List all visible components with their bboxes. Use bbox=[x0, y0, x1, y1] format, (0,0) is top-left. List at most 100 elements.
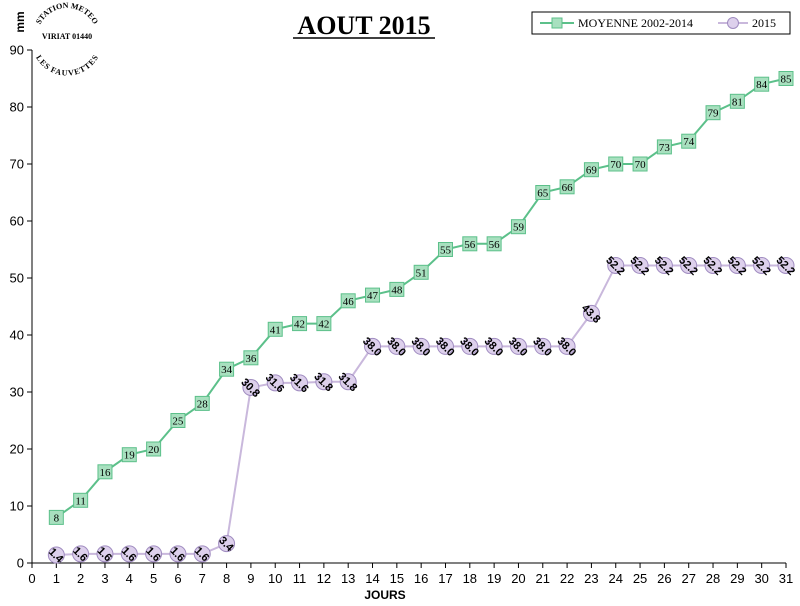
point-moyenne bbox=[729, 93, 745, 109]
data-label-moyenne: 34 bbox=[221, 364, 233, 376]
legend-label-2015: 2015 bbox=[752, 16, 776, 30]
data-label-2015: 1.6 bbox=[119, 545, 138, 564]
x-tick-label: 1 bbox=[53, 571, 60, 586]
y-tick-label: 10 bbox=[10, 499, 24, 514]
x-tick-label: 9 bbox=[247, 571, 254, 586]
data-label-moyenne: 46 bbox=[343, 296, 355, 308]
point-2015 bbox=[534, 337, 552, 355]
point-2015 bbox=[436, 337, 454, 355]
x-tick-label: 10 bbox=[268, 571, 282, 586]
legend-label-moyenne: MOYENNE 2002-2014 bbox=[578, 16, 693, 30]
data-label-moyenne: 41 bbox=[270, 324, 281, 336]
data-label-2015: 1.6 bbox=[143, 545, 162, 564]
x-tick-label: 12 bbox=[317, 571, 331, 586]
point-2015 bbox=[680, 256, 698, 274]
x-tick-label: 4 bbox=[126, 571, 133, 586]
data-label-moyenne: 42 bbox=[294, 319, 305, 331]
point-2015 bbox=[509, 337, 527, 355]
legend-marker-moyenne bbox=[551, 17, 563, 29]
y-tick-label: 70 bbox=[10, 157, 24, 172]
data-label-moyenne: 81 bbox=[732, 96, 743, 108]
point-moyenne bbox=[413, 264, 429, 280]
point-moyenne bbox=[146, 441, 162, 457]
data-label-moyenne: 73 bbox=[659, 142, 671, 154]
point-2015 bbox=[753, 256, 771, 274]
data-label-2015: 1.6 bbox=[70, 545, 89, 564]
x-tick-label: 8 bbox=[223, 571, 230, 586]
chart-title: AOUT 2015 bbox=[297, 11, 430, 40]
point-moyenne bbox=[486, 236, 502, 252]
point-2015 bbox=[655, 256, 673, 274]
point-2015 bbox=[193, 545, 211, 563]
x-tick-label: 0 bbox=[28, 571, 35, 586]
x-tick-label: 31 bbox=[779, 571, 793, 586]
data-label-2015: 52.2 bbox=[603, 254, 627, 278]
data-label-2015: 38.0 bbox=[482, 335, 506, 359]
point-moyenne bbox=[389, 281, 405, 297]
data-label-2015: 1.6 bbox=[192, 545, 211, 564]
data-label-2015: 52.2 bbox=[725, 254, 749, 278]
data-label-moyenne: 59 bbox=[513, 222, 525, 234]
data-label-2015: 38.0 bbox=[433, 335, 457, 359]
point-moyenne bbox=[681, 133, 697, 149]
x-tick-label: 3 bbox=[101, 571, 108, 586]
point-2015 bbox=[72, 545, 90, 563]
x-tick-label: 23 bbox=[584, 571, 598, 586]
point-moyenne bbox=[97, 464, 113, 480]
point-2015 bbox=[169, 545, 187, 563]
x-tick-label: 6 bbox=[174, 571, 181, 586]
point-moyenne bbox=[656, 139, 672, 155]
x-tick-label: 14 bbox=[365, 571, 379, 586]
data-label-moyenne: 84 bbox=[756, 79, 768, 91]
point-moyenne bbox=[462, 236, 478, 252]
y-tick-label: 60 bbox=[10, 214, 24, 229]
y-tick-label: 90 bbox=[10, 43, 24, 58]
point-moyenne bbox=[632, 156, 648, 172]
x-tick-label: 20 bbox=[511, 571, 525, 586]
point-2015 bbox=[96, 545, 114, 563]
x-tick-label: 30 bbox=[754, 571, 768, 586]
logo-middle-text: VIRIAT 01440 bbox=[42, 32, 92, 41]
point-moyenne bbox=[559, 179, 575, 195]
logo-top-text: STATION METEO bbox=[34, 1, 100, 26]
point-2015 bbox=[266, 374, 284, 392]
point-moyenne bbox=[365, 287, 381, 303]
x-tick-label: 17 bbox=[438, 571, 452, 586]
x-tick-label: 28 bbox=[706, 571, 720, 586]
point-2015 bbox=[315, 373, 333, 391]
point-moyenne bbox=[583, 162, 599, 178]
data-label-moyenne: 25 bbox=[172, 416, 184, 428]
data-label-2015: 31.6 bbox=[287, 372, 311, 396]
point-2015 bbox=[388, 337, 406, 355]
data-label-2015: 31.8 bbox=[311, 371, 335, 395]
x-tick-label: 18 bbox=[463, 571, 477, 586]
y-tick-label: 50 bbox=[10, 271, 24, 286]
x-tick-label: 22 bbox=[560, 571, 574, 586]
point-moyenne bbox=[705, 105, 721, 121]
y-tick-label: 0 bbox=[17, 556, 24, 571]
point-2015 bbox=[607, 256, 625, 274]
point-moyenne bbox=[778, 71, 794, 86]
data-label-2015: 38.0 bbox=[555, 335, 579, 359]
y-axis-label: mm bbox=[13, 11, 27, 32]
y-tick-label: 30 bbox=[10, 385, 24, 400]
data-label-moyenne: 56 bbox=[464, 239, 476, 251]
data-label-moyenne: 85 bbox=[781, 74, 793, 86]
data-label-2015: 38.0 bbox=[457, 335, 481, 359]
data-label-moyenne: 56 bbox=[489, 239, 501, 251]
data-label-2015: 43.8 bbox=[579, 302, 603, 326]
point-2015 bbox=[242, 378, 260, 396]
x-tick-label: 26 bbox=[657, 571, 671, 586]
point-2015 bbox=[291, 374, 309, 392]
point-moyenne bbox=[219, 361, 235, 377]
data-label-2015: 31.6 bbox=[263, 372, 287, 396]
legend-box bbox=[531, 11, 791, 35]
point-2015 bbox=[339, 373, 357, 391]
series-line-2015 bbox=[56, 264, 786, 557]
point-2015 bbox=[218, 535, 236, 553]
point-2015 bbox=[485, 337, 503, 355]
x-tick-label: 15 bbox=[390, 571, 404, 586]
data-label-2015: 3.4 bbox=[216, 535, 236, 555]
data-label-moyenne: 8 bbox=[54, 512, 60, 524]
